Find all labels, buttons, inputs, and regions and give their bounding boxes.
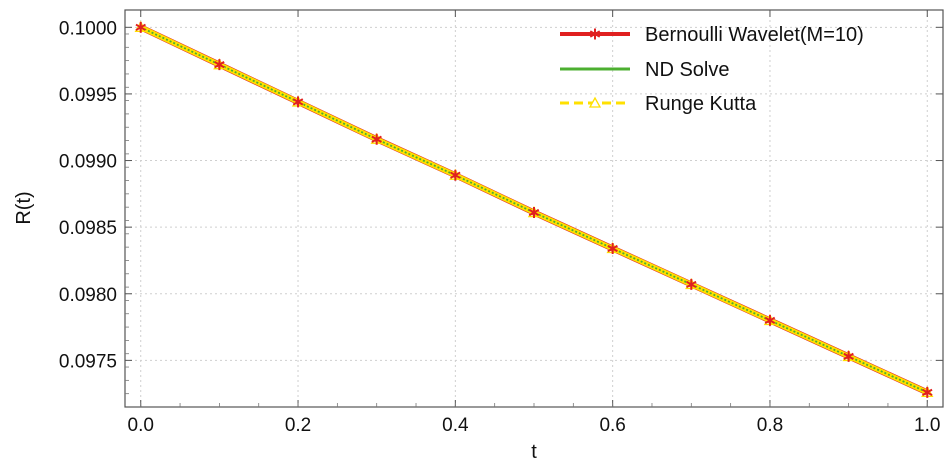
y-tick-label: 0.0985: [59, 218, 117, 239]
legend-label: Runge Kutta: [645, 93, 757, 115]
series-1: [140, 26, 928, 394]
x-axis-label: t: [531, 441, 537, 463]
y-axis-label: R(t): [13, 191, 35, 224]
bernoulli-point: [292, 96, 304, 108]
axis-ticks: 0.0 0.2 0.4 0.6 0.8 1.0 0.0975 0.0980 0.0985 0.09…: [59, 10, 943, 436]
legend-entry-1: ND Solve: [560, 59, 729, 81]
x-tick-label: 0.8: [757, 415, 783, 436]
bernoulli-point: [450, 169, 461, 181]
bernoulli-point: [607, 242, 618, 254]
legend-marker: [588, 96, 602, 108]
series-layer: [134, 20, 934, 398]
y-tick-label: 0.0995: [59, 85, 117, 106]
bernoulli-point: [135, 21, 146, 33]
legend: Bernoulli Wavelet(M=10) ND Solve Runge Kut…: [560, 24, 864, 115]
grid: [125, 10, 943, 407]
y-tick-label: 0.1000: [59, 18, 117, 39]
bernoulli-point: [528, 206, 540, 218]
series-line: [140, 26, 928, 394]
y-tick-label: 0.0990: [59, 152, 117, 173]
legend-entry-0: Bernoulli Wavelet(M=10): [560, 24, 864, 46]
bernoulli-point: [371, 133, 382, 145]
series-markers: [134, 20, 934, 398]
bernoulli-point: [214, 59, 225, 71]
legend-marker: [589, 28, 601, 40]
y-tick-label: 0.0975: [59, 351, 117, 372]
bernoulli-point: [843, 350, 854, 362]
x-tick-label: 0.6: [599, 415, 625, 436]
bernoulli-point: [686, 278, 697, 290]
legend-entry-2: Runge Kutta: [560, 93, 757, 115]
x-tick-label: 0.2: [285, 415, 311, 436]
x-tick-label: 0.0: [128, 415, 154, 436]
x-tick-label: 1.0: [914, 415, 940, 436]
legend-label: ND Solve: [645, 59, 729, 81]
bernoulli-point: [764, 314, 776, 326]
y-tick-label: 0.0980: [59, 285, 117, 306]
x-tick-label: 0.4: [442, 415, 469, 436]
legend-label: Bernoulli Wavelet(M=10): [645, 24, 864, 46]
bernoulli-point: [922, 386, 933, 398]
